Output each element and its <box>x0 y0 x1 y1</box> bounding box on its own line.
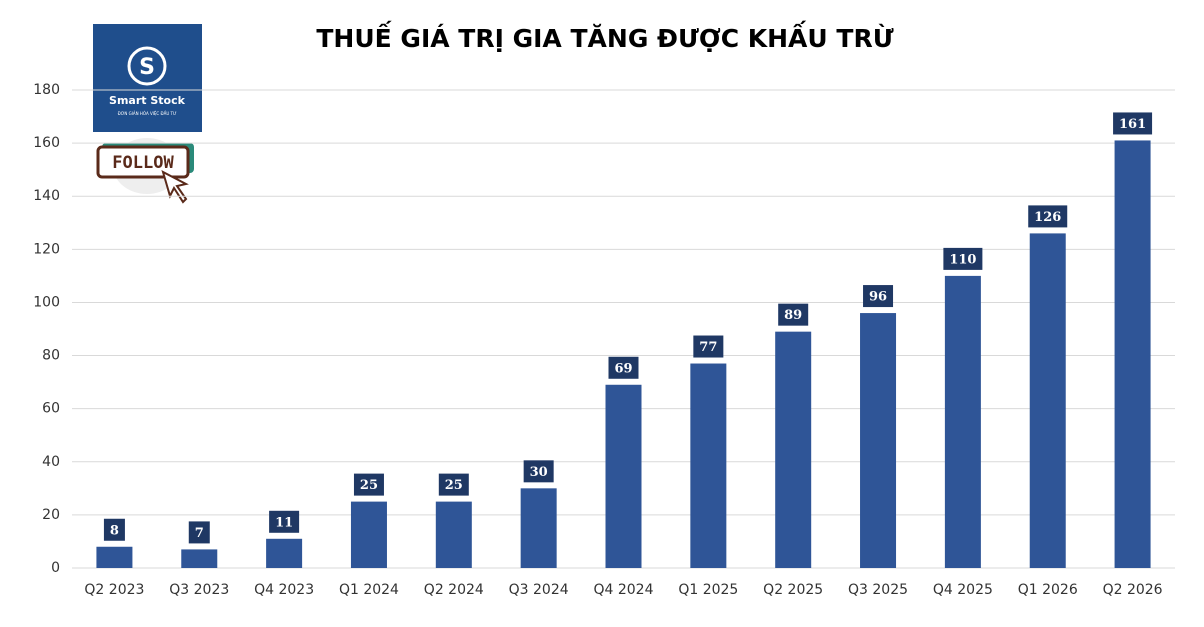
value-label: 126 <box>1034 210 1061 225</box>
x-tick-label: Q2 2024 <box>424 582 484 598</box>
y-tick-label: 0 <box>51 560 60 576</box>
value-label: 11 <box>275 515 293 530</box>
cursor <box>161 170 189 204</box>
value-label-box <box>608 356 639 379</box>
logo-tagline: ĐƠN GIẢN HÓA VIỆC ĐẦU TƯ <box>118 111 177 116</box>
y-tick-label: 80 <box>42 348 60 364</box>
follow-text[interactable]: FOLLOW <box>112 153 174 173</box>
x-tick-label: Q1 2026 <box>1018 582 1078 598</box>
value-label-box <box>269 510 300 533</box>
value-label-box <box>438 473 469 496</box>
bar <box>266 538 303 568</box>
y-tick-label: 60 <box>42 401 60 417</box>
x-tick-label: Q2 2025 <box>763 582 823 598</box>
follow-button[interactable] <box>96 145 190 179</box>
logo-icon <box>127 46 167 86</box>
value-label: 30 <box>530 465 548 480</box>
value-label-box <box>1113 112 1153 135</box>
value-label-box <box>1028 205 1068 228</box>
bar <box>1029 233 1066 568</box>
bar <box>96 546 133 568</box>
x-tick-label: Q2 2026 <box>1103 582 1163 598</box>
bar <box>944 275 981 568</box>
chart-title: THUẾ GIÁ TRỊ GIA TĂNG ĐƯỢC KHẤU TRỪ <box>316 20 893 53</box>
bar <box>860 313 897 568</box>
y-tick-label: 20 <box>42 507 60 523</box>
value-label-box <box>103 518 125 541</box>
value-label: 69 <box>614 361 632 376</box>
y-tick-label: 40 <box>42 454 60 470</box>
x-tick-label: Q4 2023 <box>254 582 314 598</box>
value-label: 7 <box>195 526 204 541</box>
bar <box>775 331 812 568</box>
value-label: 77 <box>699 340 717 355</box>
value-label-box <box>778 303 809 326</box>
x-tick-label: Q1 2024 <box>339 582 399 598</box>
x-tick-label: Q4 2025 <box>933 582 993 598</box>
bar <box>350 501 387 568</box>
value-label-box <box>693 335 724 358</box>
value-label-box <box>523 460 554 483</box>
bar <box>1114 140 1151 568</box>
x-tick-label: Q3 2024 <box>509 582 569 598</box>
x-tick-label: Q3 2023 <box>169 582 229 598</box>
logo-text: Smart Stock <box>109 94 186 107</box>
bar <box>605 384 642 568</box>
y-tick-label: 160 <box>33 135 60 151</box>
x-tick-label: Q2 2023 <box>84 582 144 598</box>
y-tick-label: 180 <box>33 82 60 98</box>
value-label: 8 <box>110 523 119 538</box>
value-label: 96 <box>869 290 887 305</box>
value-label: 89 <box>784 308 802 323</box>
x-tick-label: Q3 2025 <box>848 582 908 598</box>
logo-icon-letter: S <box>139 55 155 80</box>
value-label: 25 <box>360 478 378 493</box>
y-tick-label: 120 <box>33 241 60 257</box>
logo <box>93 24 202 132</box>
value-label: 110 <box>949 252 976 267</box>
value-label-box <box>353 473 384 496</box>
value-label: 25 <box>445 478 463 493</box>
bar <box>435 501 472 568</box>
y-tick-label: 100 <box>33 294 60 310</box>
value-label-box <box>863 285 894 308</box>
value-label: 161 <box>1119 117 1146 132</box>
bar <box>690 363 727 568</box>
y-tick-label: 140 <box>33 188 60 204</box>
bar <box>181 549 218 568</box>
value-label-box <box>943 247 983 270</box>
x-tick-label: Q4 2024 <box>593 582 653 598</box>
value-label-box <box>188 521 210 544</box>
bar <box>520 488 557 568</box>
x-tick-label: Q1 2025 <box>678 582 738 598</box>
